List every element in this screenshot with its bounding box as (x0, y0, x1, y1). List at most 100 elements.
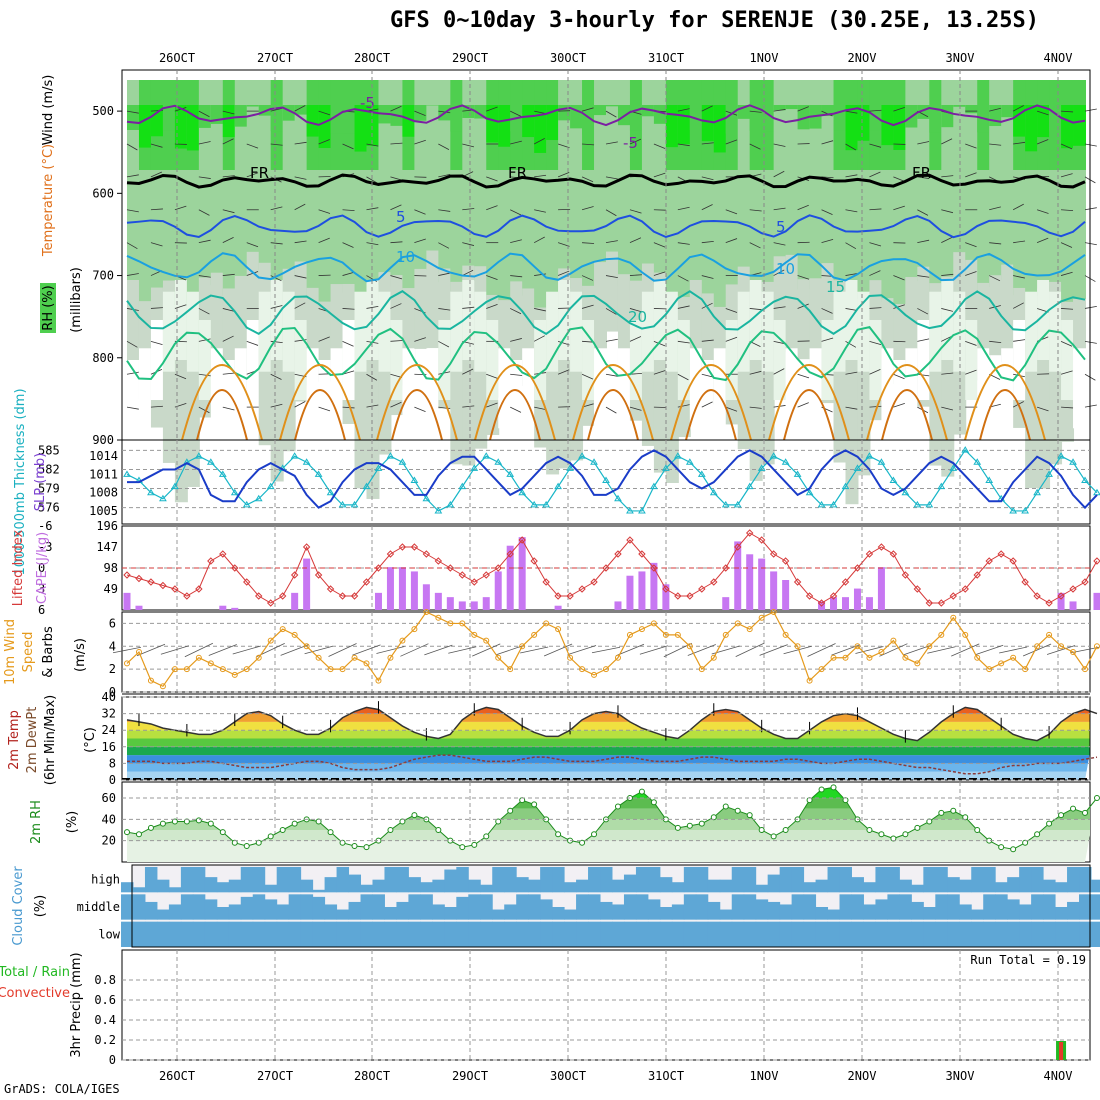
slp-point (985, 476, 994, 484)
rh-point (495, 818, 502, 825)
lifted-index-point (278, 592, 287, 600)
wind-speed-point (626, 631, 633, 638)
precip-legend-convective: Convective (0, 986, 70, 1001)
rh-band-mid (594, 170, 607, 279)
rh-band-core (330, 105, 344, 134)
surface-wind-barb (855, 646, 884, 654)
wind-barb (869, 208, 882, 211)
isotherm-minus5 (126, 104, 1086, 127)
wind-barb (342, 209, 355, 212)
surface-wind-barb (520, 646, 549, 654)
wind-barb (629, 138, 642, 145)
wind-speed-point (243, 666, 250, 673)
rh-band-mid (366, 170, 380, 303)
rh-band-core (174, 105, 188, 149)
rh-band-surface (809, 348, 823, 429)
slp-point (925, 500, 934, 508)
rh-axis-units: (%) (65, 811, 80, 834)
rh-band-core (474, 105, 488, 119)
cloud-middle-bar (923, 907, 936, 920)
slp-point (937, 482, 946, 490)
rh-band-core (833, 105, 847, 131)
wind-barb (581, 275, 594, 281)
rh-band-surface (1061, 320, 1075, 400)
lifted-index-point (338, 592, 347, 600)
slp-point (865, 452, 874, 459)
wind-barb (1084, 404, 1097, 408)
temp-tick-label: 24 (102, 723, 116, 737)
rh-band-surface (127, 360, 140, 440)
wind-barb (605, 308, 617, 315)
rh-band-surface (162, 291, 176, 372)
wind-barb (773, 143, 786, 147)
wind-barb (701, 142, 714, 145)
wind-speed-point (327, 666, 334, 673)
cloud-high-bar (468, 879, 481, 893)
rh-point (483, 833, 490, 840)
wind-barb (845, 406, 858, 410)
rh-band-mid (929, 170, 943, 293)
wind-barb (1036, 139, 1049, 145)
rh-band-upper (773, 80, 787, 170)
rh-band-core (198, 105, 212, 128)
cloud-middle-bar (252, 894, 266, 920)
rh-band-mid (342, 170, 356, 293)
rh-band-core (450, 105, 464, 132)
cape-bar (494, 571, 502, 610)
cloud-high-bar (755, 884, 769, 893)
wind-barb (941, 273, 954, 276)
rh-point (279, 827, 286, 833)
temp-tick-label: 16 (102, 740, 116, 754)
precip-convective-bar (1059, 1042, 1064, 1060)
cloud-high-bar (288, 867, 302, 893)
rh-band-surface (869, 320, 883, 400)
lifted-index-point (350, 592, 359, 600)
wind-speed-point (734, 620, 741, 627)
wind-speed-point (255, 654, 262, 661)
wind-barb (725, 139, 738, 145)
wind-barb (390, 401, 402, 408)
wind-barb (581, 107, 594, 112)
wind-barb (294, 240, 307, 244)
cloud-high-bar (1019, 867, 1032, 893)
cloud-low-bar (168, 921, 182, 947)
wind-barb (342, 271, 355, 276)
rh-band-surface (330, 348, 344, 429)
slp-point (266, 482, 275, 490)
cape-bar (662, 584, 670, 610)
cloud-low-bar (875, 921, 888, 947)
lifted-index-point (1069, 585, 1077, 593)
lifted-index-point (302, 543, 311, 551)
cloud-high-bar (1043, 879, 1056, 893)
slp-point (458, 482, 467, 490)
thickness-tick-label: 582 (38, 462, 60, 476)
rh-band-low (510, 281, 524, 362)
cloud-high-bar (1067, 867, 1080, 893)
lifted-index-point (171, 585, 179, 593)
contour-label: 15 (826, 278, 845, 296)
lifted-index-point (458, 571, 467, 579)
cape-bar (830, 597, 838, 610)
rh-band-mid (677, 170, 691, 302)
surface-wind-barb (1046, 645, 1076, 655)
cloud-high-bar (432, 879, 445, 893)
wind-speed-point (591, 671, 598, 678)
cloud-low-bar (600, 921, 613, 947)
rh-band-core (929, 105, 943, 133)
wind-barb (941, 406, 954, 411)
rh-point (1070, 805, 1077, 812)
rh-band-surface (845, 280, 859, 360)
surface-wind-barb (567, 645, 597, 655)
rh-band-core (606, 105, 619, 107)
rh-point (435, 827, 442, 833)
wind-barb (390, 241, 403, 244)
rh-band-upper (606, 80, 619, 170)
cloud-high-bar (1090, 879, 1100, 893)
cloud-low-bar (252, 921, 266, 947)
cape-bar (422, 584, 430, 610)
wind-barb (462, 368, 474, 375)
wind-barb (222, 273, 235, 276)
rh-band-mid (977, 170, 991, 292)
wind-barb (294, 105, 306, 112)
wind-barb (126, 340, 138, 348)
